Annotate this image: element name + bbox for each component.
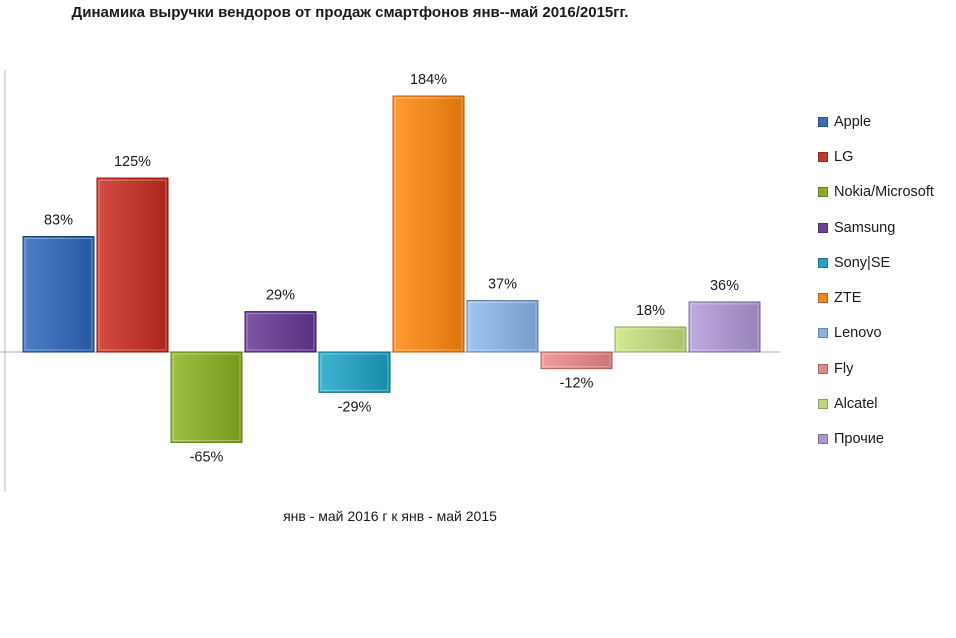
legend-label: LG (834, 148, 854, 165)
bar-bevel (690, 303, 759, 351)
legend-label: ZTE (834, 290, 862, 307)
legend-label: Fly (834, 360, 854, 377)
data-label: 18% (636, 303, 665, 319)
data-label: 184% (410, 72, 447, 88)
legend-item: Alcatel (818, 386, 934, 421)
legend-label: Nokia/Microsoft (834, 184, 934, 201)
bar-bevel (98, 179, 167, 351)
bar-bevel (542, 353, 611, 368)
bar-zte (392, 95, 465, 353)
bar-bevel (246, 313, 315, 351)
bar-bevel (24, 238, 93, 351)
legend-label: Alcatel (834, 396, 878, 413)
legend-item: Sony|SE (818, 245, 934, 280)
legend-item: ZTE (818, 280, 934, 315)
data-label: -65% (190, 449, 224, 465)
bar-sony-se (318, 351, 391, 393)
x-axis-label: янв - май 2016 г к янв - май 2015 (283, 508, 497, 524)
legend-swatch (818, 151, 828, 162)
bar-fly (540, 351, 613, 370)
data-label: -29% (338, 399, 372, 415)
bar-samsung (244, 311, 317, 353)
bar-apple (22, 236, 95, 353)
legend-label: Samsung (834, 219, 896, 236)
legend-swatch (818, 187, 828, 198)
data-label: 36% (710, 278, 739, 294)
data-label: 29% (266, 288, 295, 304)
legend-swatch (818, 293, 828, 304)
legend-swatch (818, 116, 828, 127)
legend-swatch (818, 328, 828, 339)
legend-item: Apple (818, 104, 934, 139)
legend-swatch (818, 434, 828, 445)
legend-item: Fly (818, 351, 934, 386)
data-label: 37% (488, 277, 517, 293)
legend-label: Lenovo (834, 325, 882, 342)
bar-nokia-microsoft (170, 351, 243, 443)
chart-title: Динамика выручки вендоров от продаж смар… (71, 4, 629, 21)
bars-layer (22, 95, 761, 443)
legend-swatch (818, 222, 828, 233)
legend-label: Sony|SE (834, 254, 891, 271)
bar-bevel (172, 353, 241, 441)
legend-item: Nokia/Microsoft (818, 175, 934, 210)
bar-bevel (320, 353, 389, 391)
legend-label: Прочие (834, 431, 884, 448)
bar-прочие (688, 301, 761, 353)
legend-item: Прочие (818, 422, 934, 457)
legend-item: Lenovo (818, 316, 934, 351)
data-label: 125% (114, 154, 151, 170)
legend-label: Apple (834, 113, 872, 130)
bar-bevel (394, 97, 463, 351)
legend-swatch (818, 257, 828, 268)
bar-lenovo (466, 300, 539, 353)
data-labels-layer: 83% 125% -65% 29% -29% 184% 37% -12% 18% 36% (44, 72, 739, 465)
bar-bevel (468, 302, 537, 351)
bar-lg (96, 177, 169, 353)
legend-swatch (818, 399, 828, 410)
bar-alcatel (614, 326, 687, 353)
data-label: 83% (44, 213, 73, 229)
legend-item: LG (818, 139, 934, 174)
data-label: -12% (560, 376, 594, 392)
legend-item: Samsung (818, 210, 934, 245)
legend-swatch (818, 363, 828, 374)
bar-bevel (616, 328, 685, 351)
chart-legend: Apple LG Nokia/Microsoft Samsung Sony|SE ZTE L… (818, 104, 934, 457)
